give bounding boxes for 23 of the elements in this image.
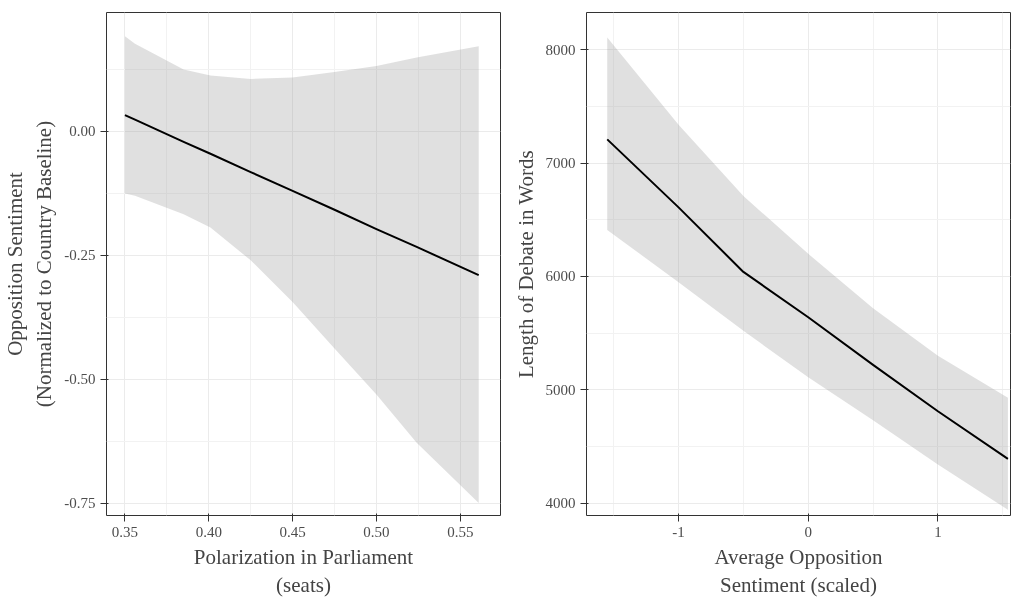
x-tick-label: -1 bbox=[672, 523, 685, 540]
y-tick-label: 6000 bbox=[545, 268, 576, 285]
x-tick-label: 0.55 bbox=[447, 523, 474, 540]
y-tick-label: -0.25 bbox=[64, 247, 96, 264]
y-tick-label: 4000 bbox=[545, 495, 576, 512]
y-tick-label: -0.50 bbox=[64, 371, 96, 388]
x-tick-label: 0.40 bbox=[195, 523, 222, 540]
x-tick-label: 1 bbox=[934, 523, 942, 540]
x-tick-label: 0.35 bbox=[111, 523, 139, 540]
y-axis-title: Opposition Sentiment (Normalized to Country Baseline) bbox=[3, 120, 57, 408]
y-tick-label: 5000 bbox=[545, 381, 576, 398]
y-tick-label: 7000 bbox=[545, 155, 576, 172]
x-tick-label: 0.45 bbox=[279, 523, 306, 540]
y-axis-title: Length of Debate in Words bbox=[513, 150, 538, 379]
y-tick-label: 8000 bbox=[545, 41, 576, 58]
x-axis-title: Average Opposition Sentiment (scaled) bbox=[714, 544, 884, 598]
x-tick-label: 0.50 bbox=[363, 523, 390, 540]
x-tick-label: 0 bbox=[804, 523, 812, 540]
y-tick-label: 0.00 bbox=[69, 123, 96, 140]
line-series bbox=[123, 114, 480, 277]
line-series bbox=[606, 138, 1009, 460]
y-tick-label: -0.75 bbox=[64, 495, 96, 512]
x-axis-title: Polarization in Parliament (seats) bbox=[193, 544, 414, 598]
